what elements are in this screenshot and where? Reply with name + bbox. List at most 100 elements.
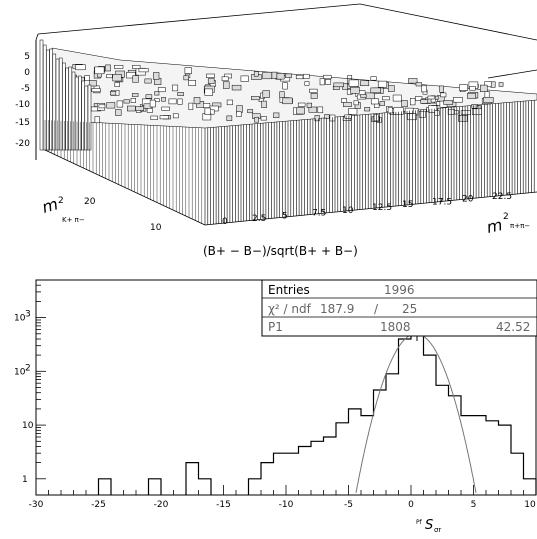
lego-cell — [387, 107, 393, 114]
lego-cell — [440, 92, 447, 98]
lego-cell — [207, 78, 215, 84]
x-axis: -30 -25 -20 -15 -10 -5 0 5 10 — [29, 485, 537, 510]
lego-cell — [348, 79, 360, 87]
lego-cell — [498, 82, 504, 87]
lego-cell — [374, 103, 380, 108]
stats-entries-label: Entries — [268, 283, 310, 297]
lego-cell — [317, 106, 324, 114]
lego-cell — [115, 109, 122, 116]
lego-cell — [75, 64, 86, 71]
lego-cell — [480, 84, 488, 92]
lego-right-tick: 2.5 — [252, 214, 266, 224]
lego-cell — [370, 76, 377, 81]
lego-right-tick: 15 — [402, 200, 413, 210]
lego-cell — [144, 78, 152, 84]
lego-cell — [308, 106, 318, 113]
lego-z-tick: -10 — [15, 100, 30, 110]
lego-cell — [236, 111, 242, 117]
lego-bar — [87, 84, 92, 151]
lego-cell — [271, 71, 278, 79]
lego-bar — [78, 75, 82, 151]
lego-cell — [98, 104, 106, 109]
lego-cell — [226, 115, 233, 121]
lego-plot: 5 0 -5 -10 -15 -20 20 10 m 2 K+ π− m 2 π… — [15, 3, 537, 258]
x-tick-label: -10 — [279, 500, 294, 510]
lego-bar — [55, 58, 60, 151]
lego-cell — [484, 81, 492, 88]
lego-right-axis-label: m — [485, 215, 504, 237]
lego-z-axis: 5 0 -5 -10 -15 -20 — [15, 40, 37, 160]
lego-cell — [365, 92, 375, 100]
lego-cell — [471, 104, 478, 109]
lego-cell — [132, 75, 139, 83]
x-tick-label: -15 — [216, 500, 231, 510]
lego-cell — [410, 98, 416, 106]
lego-cell — [251, 96, 260, 101]
lego-cell — [114, 65, 124, 69]
lego-cell — [116, 100, 124, 108]
lego-z-tick: 0 — [24, 68, 30, 78]
y-tick-exponent: 2 — [25, 363, 31, 373]
lego-bar — [71, 71, 76, 151]
lego-cell — [364, 107, 371, 112]
lego-z-tick: -5 — [21, 84, 30, 94]
lego-cell — [193, 97, 201, 105]
lego-cell — [273, 112, 280, 118]
lego-base-edge — [204, 191, 537, 226]
lego-cell — [427, 95, 435, 100]
lego-cell — [443, 100, 453, 105]
x-tick-label: -25 — [91, 500, 106, 510]
lego-bar — [68, 66, 73, 151]
lego-cell — [168, 98, 177, 105]
lego-right-tick: 17.5 — [432, 197, 452, 207]
lego-cell — [91, 88, 101, 93]
lego-cell — [172, 84, 179, 92]
y-tick-label: 1 — [22, 475, 28, 485]
lego-cell — [459, 84, 468, 91]
lego-cell — [453, 97, 463, 103]
lego-cell — [206, 73, 215, 78]
lego-right-tick: 7.5 — [312, 209, 326, 219]
lego-cell — [341, 98, 347, 103]
lego-cell — [282, 82, 288, 90]
lego-cell — [204, 107, 211, 115]
lego-cell — [127, 105, 136, 112]
lego-cell — [154, 91, 160, 96]
y-tick-label: 10 — [22, 421, 34, 431]
lego-cell — [323, 74, 332, 80]
lego-right-axis-sub: π+π− — [510, 222, 530, 230]
lego-cell — [262, 71, 273, 80]
lego-cell — [295, 74, 304, 80]
lego-title: (B+ − B−)/sqrt(B+ + B−) — [203, 244, 358, 258]
lego-cell — [309, 88, 318, 93]
lego-cell — [149, 99, 156, 108]
lego-right-tick: 12.5 — [372, 203, 392, 213]
lego-cell — [254, 117, 259, 123]
lego-bar — [62, 62, 66, 151]
lego-cell — [161, 106, 170, 111]
lego-cell — [114, 82, 120, 87]
lego-cell — [123, 99, 130, 104]
lego-right-axis-sup: 2 — [503, 212, 509, 222]
x-tick-label: 0 — [408, 500, 414, 510]
lego-cell — [253, 71, 259, 77]
stats-p1-value: 1808 — [380, 320, 411, 334]
lego-cell — [370, 87, 381, 94]
lego-cell — [408, 78, 418, 84]
lego-cell — [105, 64, 111, 72]
stats-entries-value: 1996 — [384, 283, 415, 297]
lego-z-tick: -20 — [15, 139, 30, 149]
lego-right-tick: 20 — [462, 195, 474, 205]
lego-cell — [360, 80, 370, 86]
lego-cell — [203, 103, 211, 108]
lego-bar — [74, 76, 79, 151]
lego-left-axis-label: m — [40, 194, 60, 217]
lego-left-tick: 20 — [84, 197, 96, 207]
x-tick-label: -5 — [344, 500, 353, 510]
lego-right-axis: m 2 π+π− 0 2.5 5 7.5 10 12.5 15 17.5 20 22.5 — [222, 192, 530, 237]
lego-cell — [106, 74, 113, 79]
stats-box: Entries 1996 χ² / ndf 187.9 / 25 P1 1808… — [261, 279, 537, 337]
lego-cell — [247, 109, 254, 114]
